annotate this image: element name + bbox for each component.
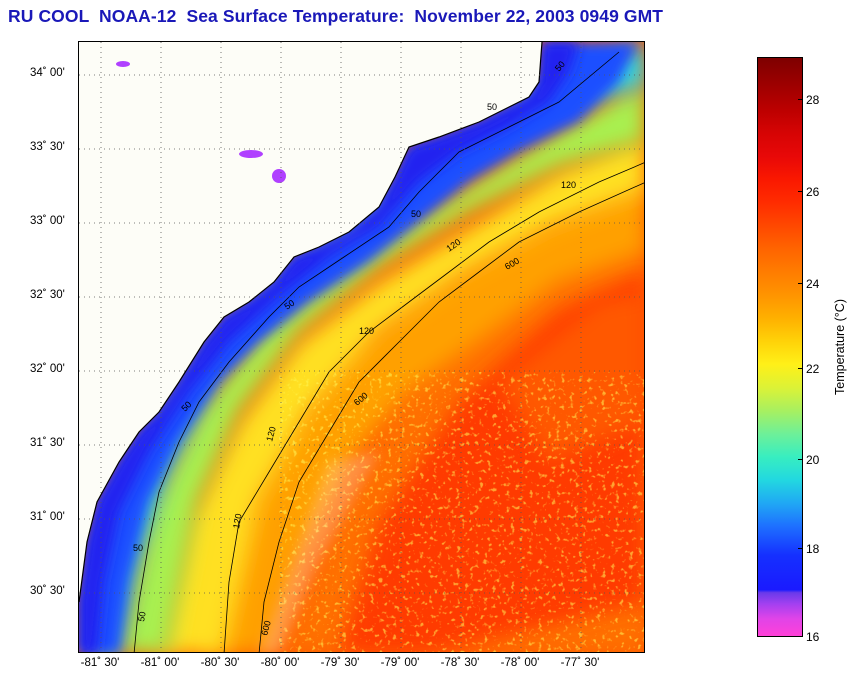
lon-tick-label: -79˚ 30' — [320, 657, 360, 669]
lon-tick-label: -80˚ 00' — [260, 657, 300, 669]
colorbar-tick: 24 — [806, 277, 820, 291]
contour-label-50: 50 — [553, 59, 567, 73]
cloud-artifact — [116, 61, 130, 67]
colorbar-tick: 16 — [806, 630, 820, 644]
lat-tick-label: 33˚ 30' — [30, 141, 65, 153]
contour-label-120: 120 — [359, 326, 374, 336]
contour-label-50: 50 — [282, 298, 296, 312]
colorbar-tick: 20 — [806, 453, 820, 467]
lon-tick-label: -80˚ 30' — [200, 657, 240, 669]
contour-label-120: 120 — [561, 180, 576, 190]
lat-tick-label: 33˚ 00' — [30, 215, 65, 227]
lon-tick-label: -78˚ 30' — [440, 657, 480, 669]
lat-lon-grid — [79, 42, 644, 652]
contour-label-120: 120 — [264, 425, 278, 442]
lon-tick-label: -81˚ 00' — [140, 657, 180, 669]
colorbar-tick: 26 — [806, 185, 820, 199]
colorbar-tick: 22 — [806, 362, 820, 376]
contour-label-50: 50 — [487, 102, 497, 112]
lat-tick-label: 32˚ 30' — [30, 289, 65, 301]
colorbar-tick: 18 — [806, 542, 820, 556]
lat-tick-label: 31˚ 30' — [30, 437, 65, 449]
isobath-50 — [133, 51, 620, 652]
lon-tick-label: -81˚ 30' — [80, 657, 120, 669]
lon-tick-label: -79˚ 00' — [380, 657, 420, 669]
contour-label-50: 50 — [411, 209, 421, 219]
colorbar-tick: 28 — [806, 93, 820, 107]
contour-label-120: 120 — [231, 513, 243, 530]
cloud-artifact — [239, 150, 263, 158]
lon-tick-label: -77˚ 30' — [560, 657, 600, 669]
cloud-artifact — [272, 169, 286, 183]
sst-map[interactable]: 50 50 50 50 50 50 50 120 120 120 120 120… — [78, 41, 645, 653]
isobath-120 — [223, 162, 644, 652]
colorbar-label: Temperature (°C) — [833, 299, 847, 395]
isobath-600 — [258, 182, 644, 652]
contour-label-600: 600 — [259, 619, 273, 636]
chart-title: RU COOL NOAA-12 Sea Surface Temperature:… — [8, 6, 664, 26]
lon-tick-label: -78˚ 00' — [500, 657, 540, 669]
lat-tick-label: 34˚ 00' — [30, 67, 65, 79]
lat-tick-label: 31˚ 00' — [30, 511, 65, 523]
temperature-colorbar — [757, 57, 803, 637]
contour-label-50: 50 — [136, 611, 148, 623]
lat-tick-label: 32˚ 00' — [30, 363, 65, 375]
sst-field: 50 50 50 50 50 50 50 120 120 120 120 120… — [79, 42, 644, 652]
contour-label-50: 50 — [133, 543, 143, 553]
lat-tick-label: 30˚ 30' — [30, 585, 65, 597]
